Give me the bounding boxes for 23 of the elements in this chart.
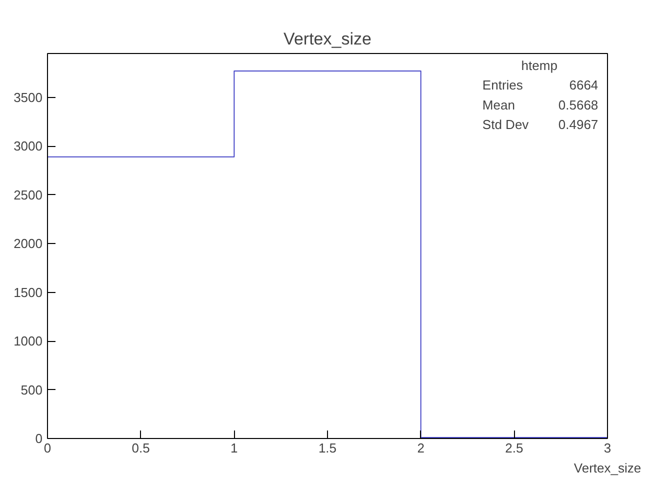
x-tick-label: 2.5 bbox=[505, 440, 524, 456]
annotation: 0.5668 bbox=[558, 97, 598, 112]
chart-title: Vertex_size bbox=[284, 30, 372, 48]
annotation: Std Dev bbox=[482, 117, 530, 132]
y-tick-label: 2000 bbox=[14, 236, 42, 252]
x-tick-label: 2 bbox=[417, 440, 424, 456]
x-tick-label: 1.5 bbox=[318, 440, 337, 456]
x-tick-label: 3 bbox=[604, 440, 612, 456]
y-tick-label: 1000 bbox=[14, 334, 42, 349]
annotation: htemp bbox=[521, 58, 558, 73]
annotation: Mean bbox=[482, 97, 515, 112]
x-tick-label: 1 bbox=[230, 440, 238, 456]
y-tick-label: 0 bbox=[35, 431, 43, 446]
y-tick-label: 500 bbox=[20, 382, 43, 398]
y-tick-label: 3000 bbox=[14, 138, 42, 154]
y-tick-label: 1500 bbox=[14, 284, 42, 300]
annotation: 0.4967 bbox=[558, 117, 598, 132]
x-axis-title: Vertex_size bbox=[574, 460, 642, 476]
annotation: 6664 bbox=[569, 78, 598, 93]
x-tick-label: 0.5 bbox=[132, 440, 150, 456]
y-tick-label: 2500 bbox=[14, 187, 42, 202]
annotation: Entries bbox=[482, 78, 524, 93]
y-tick-label: 3500 bbox=[14, 90, 42, 105]
